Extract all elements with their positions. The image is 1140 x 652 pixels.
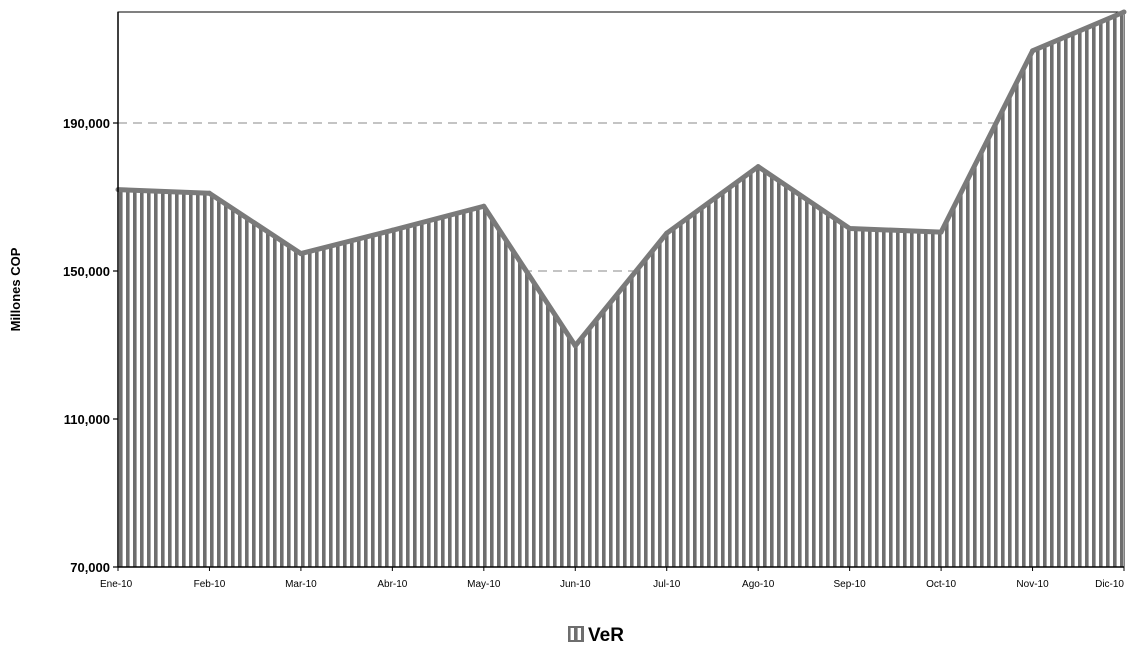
data-point bbox=[938, 229, 944, 235]
x-tick-label: Nov-10 bbox=[1016, 579, 1049, 590]
x-tick-label: Abr-10 bbox=[377, 579, 407, 590]
x-tick-label: Dic-10 bbox=[1095, 579, 1124, 590]
data-point bbox=[481, 203, 487, 209]
data-point bbox=[1030, 48, 1036, 54]
y-tick-labels: 70,000 110,000 150,000 190,000 bbox=[63, 116, 110, 575]
data-point bbox=[755, 164, 761, 170]
data-point bbox=[389, 227, 395, 233]
legend: VeR bbox=[568, 625, 624, 646]
y-axis-title: Millones COP bbox=[8, 247, 23, 331]
data-point bbox=[298, 251, 304, 257]
x-tick-label: May-10 bbox=[467, 579, 501, 590]
data-point bbox=[847, 225, 853, 231]
x-tick-label: Feb-10 bbox=[194, 579, 226, 590]
data-point bbox=[572, 343, 578, 349]
x-tick-label: Ago-10 bbox=[742, 579, 775, 590]
y-tick-label: 190,000 bbox=[63, 116, 110, 131]
x-tick-label: Sep-10 bbox=[834, 579, 867, 590]
x-tick-label: Jul-10 bbox=[653, 579, 681, 590]
y-tick-label: 150,000 bbox=[63, 264, 110, 279]
data-point bbox=[664, 230, 670, 236]
x-tick-label: Ene-10 bbox=[100, 579, 133, 590]
x-tick-label: Oct-10 bbox=[926, 579, 956, 590]
x-tick-label: Jun-10 bbox=[560, 579, 591, 590]
y-tick-label: 70,000 bbox=[70, 560, 110, 575]
legend-swatch bbox=[568, 626, 584, 642]
x-tick-label: Mar-10 bbox=[285, 579, 317, 590]
legend-label: VeR bbox=[588, 625, 624, 646]
data-point bbox=[206, 190, 212, 196]
y-tick-label: 110,000 bbox=[64, 412, 110, 427]
data-point bbox=[1121, 9, 1127, 15]
series-line bbox=[117, 9, 1125, 349]
axes bbox=[113, 12, 1125, 571]
series-area-group bbox=[115, 9, 1127, 567]
x-tick-labels: Ene-10 Feb-10 Mar-10 Abr-10 May-10 Jun-10 Jul-… bbox=[100, 579, 1124, 590]
